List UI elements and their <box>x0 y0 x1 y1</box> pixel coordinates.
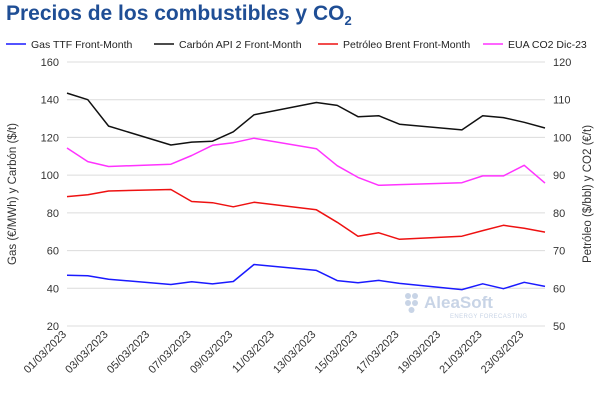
y-left-tick-label: 40 <box>47 283 59 295</box>
y-left-axis-label: Gas (€/MWh) y Carbón ($/t) <box>7 123 19 265</box>
legend: Gas TTF Front-Month Carbón API 2 Front-Mo… <box>6 39 587 51</box>
y-right-tick-label: 110 <box>553 95 571 107</box>
y-left-tick-label: 20 <box>47 321 59 333</box>
y-right-tick-label: 90 <box>553 170 565 182</box>
y-right-tick-label: 60 <box>553 283 565 295</box>
x-tick-label: 05/03/2023 <box>105 329 152 376</box>
legend-label-2: Carbón API 2 Front-Month <box>179 39 302 51</box>
logo-tagline: ENERGY FORECASTING <box>450 314 527 320</box>
logo-name: AleaSoft <box>424 293 493 312</box>
x-tick-label: 01/03/2023 <box>22 329 69 376</box>
y-right-tick-label: 100 <box>553 132 571 144</box>
series-lines <box>66 92 546 291</box>
y-right-tick-label: 50 <box>553 321 565 333</box>
x-tick-label: 23/03/2023 <box>479 329 526 376</box>
series-line-1 <box>66 263 546 291</box>
x-tick-label: 07/03/2023 <box>146 329 193 376</box>
aleasoft-logo: AleaSoft ENERGY FORECASTING <box>405 293 527 320</box>
y-right-tick-label: 80 <box>553 208 565 220</box>
x-tick-label: 19/03/2023 <box>396 329 443 376</box>
y-left-tick-label: 80 <box>47 208 59 220</box>
x-tick-label: 15/03/2023 <box>313 329 360 376</box>
y-left-tick-label: 120 <box>41 132 59 144</box>
x-tick-label: 13/03/2023 <box>271 329 318 376</box>
legend-label-4: EUA CO2 Dic-23 <box>508 39 587 51</box>
y-left-tick-label: 140 <box>41 95 59 107</box>
legend-label-1: Gas TTF Front-Month <box>31 39 132 51</box>
x-tick-label: 09/03/2023 <box>188 329 235 376</box>
series-line-2 <box>66 92 546 146</box>
chart-title-main: Precios de los combustibles y CO <box>6 2 345 25</box>
x-tick-label: 21/03/2023 <box>437 329 484 376</box>
axes: 20 40 60 80 100 120 140 160 50 60 70 80 90 100 110 120 0… <box>7 57 594 376</box>
series-line-3 <box>66 188 546 241</box>
y-left-tick-label: 160 <box>41 57 59 69</box>
y-right-tick-label: 70 <box>553 246 565 258</box>
x-tick-label: 03/03/2023 <box>63 329 110 376</box>
x-tick-label: 11/03/2023 <box>230 329 277 376</box>
y-left-tick-label: 100 <box>41 170 59 182</box>
legend-label-3: Petróleo Brent Front-Month <box>343 39 470 51</box>
chart-title: Precios de los combustibles y CO2 <box>6 2 352 28</box>
y-right-axis-label: Petróleo ($/bbl) y CO2 (€/t) <box>582 125 594 263</box>
y-left-tick-label: 60 <box>47 246 59 258</box>
y-right-tick-label: 120 <box>553 57 571 69</box>
x-tick-label: 17/03/2023 <box>354 329 401 376</box>
chart-title-subscript: 2 <box>344 13 352 29</box>
series-line-4 <box>66 137 546 187</box>
grid <box>67 61 545 327</box>
logo-mark-icon <box>405 293 418 313</box>
